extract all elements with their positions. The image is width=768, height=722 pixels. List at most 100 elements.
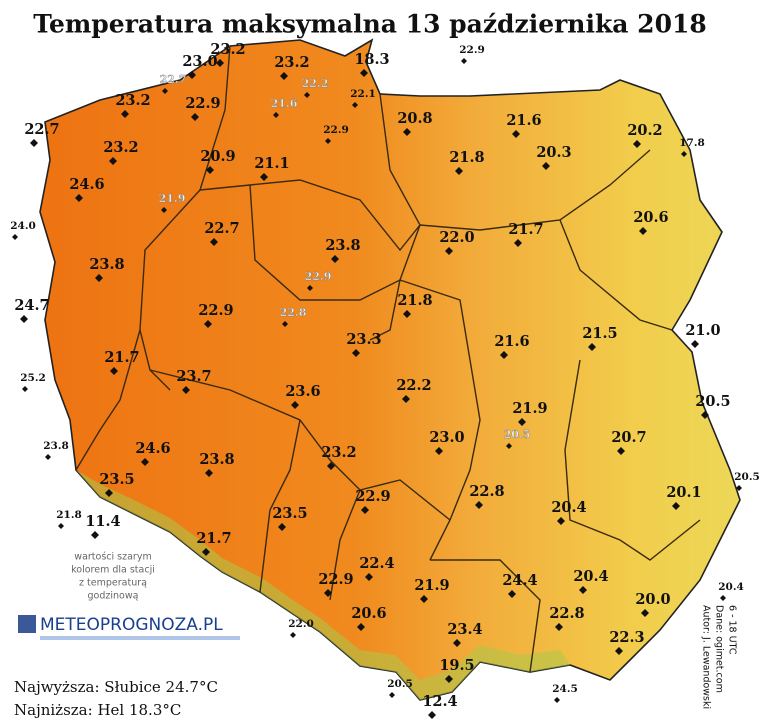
station-marker: [506, 443, 512, 449]
station-value: 18.3: [354, 51, 389, 68]
station-value: 23.0: [182, 53, 217, 70]
note-line: wartości szarym: [74, 552, 151, 563]
station-value: 22.8: [469, 483, 504, 500]
station-value: 22.3: [609, 629, 644, 646]
note-line: kolorem dla stacji: [71, 565, 155, 576]
credits: Autor: J. Lewandowski Dane: ogimet.com 6…: [701, 605, 738, 709]
station-value: 22.9: [185, 95, 220, 112]
station-value: 22.7: [160, 73, 187, 86]
station-value: 22.9: [318, 571, 353, 588]
station-value: 22.9: [355, 488, 390, 505]
station-value: 21.6: [494, 333, 529, 350]
station-marker: [121, 110, 129, 118]
station-value: 20.6: [633, 209, 668, 226]
station-value: 22.4: [359, 555, 394, 572]
station-value: 20.5: [387, 678, 413, 690]
station-marker: [512, 130, 520, 138]
station-marker: [579, 586, 587, 594]
station-marker: [105, 489, 113, 497]
station-marker: [210, 238, 218, 246]
station-marker: [691, 340, 699, 348]
station-value: 20.3: [536, 144, 571, 161]
station-marker: [475, 501, 483, 509]
station-marker: [95, 274, 103, 282]
station-marker: [639, 227, 647, 235]
station-value: 21.9: [512, 400, 547, 417]
station-marker: [324, 589, 332, 597]
station-value: 20.2: [627, 122, 662, 139]
station-marker: [641, 609, 649, 617]
station-value: 20.6: [351, 605, 386, 622]
station-value: 23.4: [447, 621, 482, 638]
station-marker: [403, 128, 411, 136]
station-marker: [720, 595, 726, 601]
legend-note: wartości szarym kolorem dla stacji z tem…: [71, 552, 155, 602]
logo-text: METEOPROGNOZA.PL: [40, 615, 223, 635]
note-line: godzinową: [88, 591, 139, 602]
station-marker: [204, 320, 212, 328]
stations: 23.023.218.323.223.2 22.922.720.8 21.620.2…: [10, 41, 760, 719]
station-value: 24.5: [552, 683, 578, 695]
station-value: 23.8: [199, 451, 234, 468]
logo-bar: [40, 636, 240, 640]
station-marker: [182, 386, 190, 394]
station-marker: [403, 310, 411, 318]
station-value: 24.7: [14, 297, 49, 314]
station-value: 21.9: [414, 577, 449, 594]
station-marker: [109, 157, 117, 165]
station-marker: [202, 548, 210, 556]
station-value: 21.0: [685, 322, 720, 339]
station-marker: [58, 523, 64, 529]
map-title: Temperatura maksymalna 13 października 2…: [33, 10, 707, 39]
station-marker: [205, 469, 213, 477]
station-marker: [360, 69, 368, 77]
station-value: 23.2: [274, 54, 309, 71]
station-marker: [30, 139, 38, 147]
station-marker: [701, 411, 709, 419]
station-value: 21.8: [449, 149, 484, 166]
station-value: 23.2: [321, 444, 356, 461]
station-value: 22.2: [396, 377, 431, 394]
station-value: 21.6: [506, 112, 541, 129]
station-marker: [352, 102, 358, 108]
station-marker: [91, 531, 99, 539]
station-value: 22.7: [204, 220, 239, 237]
station-marker: [282, 321, 288, 327]
station-marker: [191, 113, 199, 121]
station-marker: [428, 711, 436, 719]
credit-line: Autor: J. Lewandowski: [701, 605, 712, 709]
station-value: 21.1: [254, 155, 289, 172]
station-marker: [361, 506, 369, 514]
station-value: 23.8: [89, 256, 124, 273]
station-marker: [188, 71, 196, 79]
station-marker: [304, 92, 310, 98]
station-value: 23.8: [43, 440, 69, 452]
station-value: 20.5: [504, 428, 531, 441]
station-value: 20.9: [200, 148, 235, 165]
station-value: 20.4: [551, 499, 586, 516]
station-marker: [420, 595, 428, 603]
station-marker: [45, 454, 51, 460]
station-value: 24.6: [135, 440, 170, 457]
station-value: 17.8: [679, 137, 705, 149]
station-marker: [514, 239, 522, 247]
station-marker: [357, 623, 365, 631]
region-borders: [75, 45, 701, 673]
station-marker: [500, 351, 508, 359]
station-marker: [161, 207, 167, 213]
station-value: 23.2: [210, 41, 245, 58]
station-marker: [110, 367, 118, 375]
station-value: 20.5: [695, 393, 730, 410]
station-marker: [260, 173, 268, 181]
station-value: 23.5: [272, 505, 307, 522]
station-marker: [12, 234, 18, 240]
station-marker: [325, 138, 331, 144]
station-value: 23.5: [99, 471, 134, 488]
station-value: 21.8: [56, 509, 82, 521]
station-value: 23.7: [176, 368, 211, 385]
logo-icon: [18, 615, 36, 633]
station-value: 22.0: [439, 229, 474, 246]
station-marker: [331, 255, 339, 263]
station-marker: [141, 458, 149, 466]
station-value: 21.9: [159, 192, 186, 205]
